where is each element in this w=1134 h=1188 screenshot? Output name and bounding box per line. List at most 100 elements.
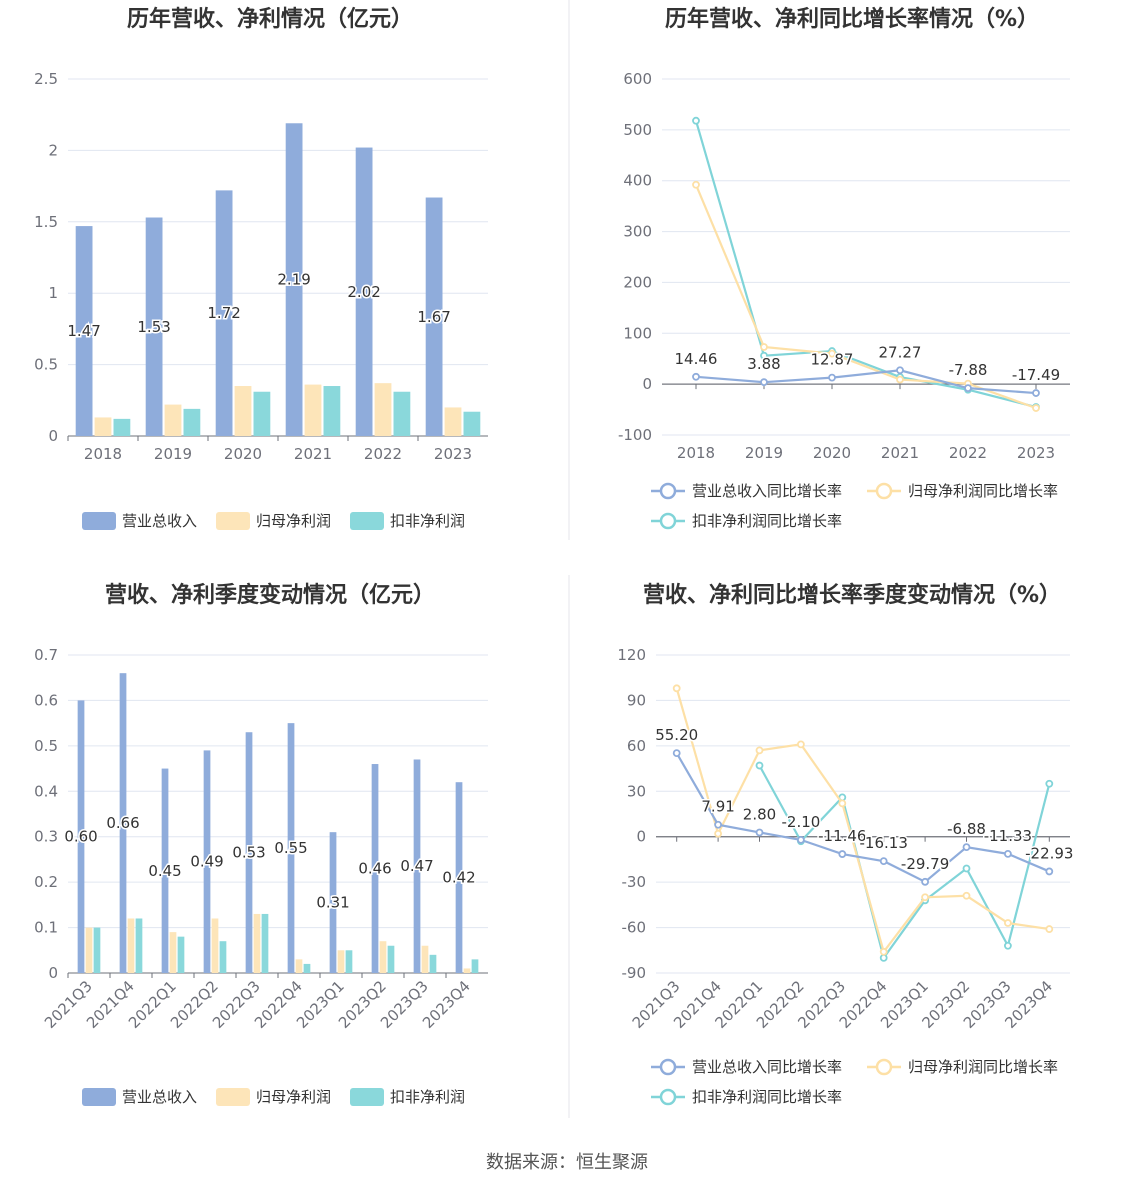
quarter-bar-data-label: 0.49 xyxy=(190,853,223,871)
quarter-line-point-1 xyxy=(797,835,805,844)
quarter-bar-data-label: 0.45 xyxy=(148,862,181,880)
annual-line-xtick-label: 2018 xyxy=(677,444,715,462)
quarter-bar-bar-3 xyxy=(387,945,395,973)
annual-line-point-1 xyxy=(1032,389,1040,397)
annual-line-line-1 xyxy=(695,369,1037,395)
annual-bar-bar-3 xyxy=(393,391,411,436)
quarter-line-point-2 xyxy=(838,799,847,808)
quarter-line-point-1 xyxy=(714,820,722,829)
quarter-line-point-2 xyxy=(921,893,929,902)
annual-bar-xtick-label: 2019 xyxy=(154,445,192,463)
quarter-bar-legend-swatch[interactable] xyxy=(216,1088,250,1106)
annual-bar-bar-1 xyxy=(145,217,163,436)
quarter-bar-data-label: 0.66 xyxy=(106,814,139,832)
annual-bar-legend-label[interactable]: 归母净利润 xyxy=(256,512,331,530)
annual-line-ytick-label: 500 xyxy=(623,121,652,139)
quarter-line-line-2 xyxy=(675,688,1050,955)
annual-bar-legend-label[interactable]: 营业总收入 xyxy=(122,512,197,530)
quarter-bar-legend-swatch[interactable] xyxy=(82,1088,116,1106)
quarter-bar-bar-1 xyxy=(119,673,127,973)
quarter-line-data-label: -16.13 xyxy=(860,834,908,852)
quarter-line-point-3 xyxy=(962,864,971,873)
annual-bar-ytick-label: 1.5 xyxy=(34,213,58,231)
quarter-bar-legend-label[interactable]: 归母净利润 xyxy=(256,1088,331,1106)
quarter-bar-bar-3 xyxy=(303,963,311,973)
quarter-line-legend-marker[interactable] xyxy=(659,1058,677,1076)
quarter-line-point-1 xyxy=(879,857,888,866)
annual-bar-legend-swatch[interactable] xyxy=(216,512,250,530)
annual-bar-bar-1 xyxy=(215,190,233,436)
quarter-line-legend-marker[interactable] xyxy=(875,1058,893,1076)
annual-bar-bar-2 xyxy=(234,386,252,436)
quarter-line-data-label: 7.91 xyxy=(701,798,734,816)
annual-bar-legend-swatch[interactable] xyxy=(350,512,384,530)
quarter-bar-ytick-label: 0.5 xyxy=(34,737,58,755)
quarter-line-point-1 xyxy=(1045,867,1054,876)
quarter-bar-bar-1 xyxy=(245,732,253,973)
annual-bar-data-label: 1.47 xyxy=(67,322,100,340)
quarter-line-ytick-label: -60 xyxy=(622,919,647,937)
annual-line-point-2 xyxy=(1032,404,1040,412)
annual-line-legend-marker[interactable] xyxy=(875,482,893,500)
annual-bar-data-label: 1.67 xyxy=(417,308,450,326)
annual-line-xtick-label: 2021 xyxy=(881,444,919,462)
quarter-bar-data-label: 0.47 xyxy=(400,857,433,875)
quarter-line-ytick-label: 60 xyxy=(627,737,646,755)
quarter-line-ytick-label: -90 xyxy=(622,964,647,982)
annual-bar-legend-label[interactable]: 扣非净利润 xyxy=(390,512,465,530)
quarter-line-data-label: -11.46 xyxy=(818,827,866,845)
annual-line-legend-marker[interactable] xyxy=(659,512,677,530)
annual-line-point-1 xyxy=(760,378,768,387)
annual-line-legend-marker[interactable] xyxy=(659,482,677,500)
annual-bar-ytick-label: 1 xyxy=(48,284,58,302)
quarter-bar-bar-3 xyxy=(135,918,143,973)
quarter-line-line-3 xyxy=(758,765,1051,961)
quarter-bar-legend-swatch[interactable] xyxy=(350,1088,384,1106)
quarter-bar-legend-label[interactable]: 营业总收入 xyxy=(122,1088,197,1106)
quarter-bar-legend-label[interactable]: 扣非净利润 xyxy=(390,1088,465,1106)
quarter-line-data-label: 2.80 xyxy=(743,805,776,823)
quarter-line-legend-label[interactable]: 营业总收入同比增长率 xyxy=(692,1058,842,1076)
annual-line-ytick-label: 300 xyxy=(623,223,652,241)
quarter-line-point-1 xyxy=(672,749,681,758)
annual-bar-bar-1 xyxy=(355,147,373,436)
quarter-bar-bar-3 xyxy=(177,936,185,973)
annual-bar-bar-2 xyxy=(444,407,462,436)
annual-line-xtick-label: 2022 xyxy=(949,444,987,462)
data-source: 数据来源：恒生聚源 xyxy=(486,1152,648,1173)
annual-bar-bar-3 xyxy=(183,408,201,436)
quarter-line-legend-label[interactable]: 扣非净利润同比增长率 xyxy=(692,1088,842,1106)
annual-bar-data-label: 2.02 xyxy=(347,283,380,301)
annual-line-xtick-label: 2020 xyxy=(813,444,851,462)
quarter-line-point-1 xyxy=(755,828,764,837)
quarter-line-legend-label[interactable]: 归母净利润同比增长率 xyxy=(908,1058,1058,1076)
annual-bar-bar-2 xyxy=(164,404,182,436)
annual-bar-legend-swatch[interactable] xyxy=(82,512,116,530)
annual-line-legend-label[interactable]: 营业总收入同比增长率 xyxy=(692,482,842,500)
annual-line-ytick-label: 100 xyxy=(623,324,652,342)
quarter-line-legend-marker[interactable] xyxy=(659,1088,677,1106)
quarter-bar-bar-1 xyxy=(329,832,337,973)
quarter-bar-bar-1 xyxy=(455,782,463,973)
quarter-bar-data-label: 0.46 xyxy=(358,860,391,878)
annual-line-legend-label[interactable]: 扣非净利润同比增长率 xyxy=(692,512,842,530)
quarter-line-point-1 xyxy=(962,843,971,852)
annual-line-point-2 xyxy=(692,180,700,189)
quarter-bar-bar-2 xyxy=(379,941,387,973)
quarter-line-point-2 xyxy=(962,891,971,900)
quarter-bar-bar-3 xyxy=(471,959,479,973)
quarter-line-point-2 xyxy=(797,740,805,749)
annual-line-legend-label[interactable]: 归母净利润同比增长率 xyxy=(908,482,1058,500)
quarter-line-data-label: -2.10 xyxy=(781,813,820,831)
annual-bar-ytick-label: 2.5 xyxy=(34,70,58,88)
quarter-bar-bar-1 xyxy=(77,700,85,973)
annual-line-point-2 xyxy=(828,349,836,358)
annual-bar-data-label: 1.72 xyxy=(207,304,240,322)
annual-bar-bar-3 xyxy=(253,391,271,436)
annual-line-point-2 xyxy=(896,375,904,384)
annual-bar-bar-3 xyxy=(113,418,131,436)
quarter-bar-bar-2 xyxy=(463,968,471,973)
annual-bar-xtick-label: 2018 xyxy=(84,445,122,463)
annual-bar-ytick-label: 0.5 xyxy=(34,356,58,374)
